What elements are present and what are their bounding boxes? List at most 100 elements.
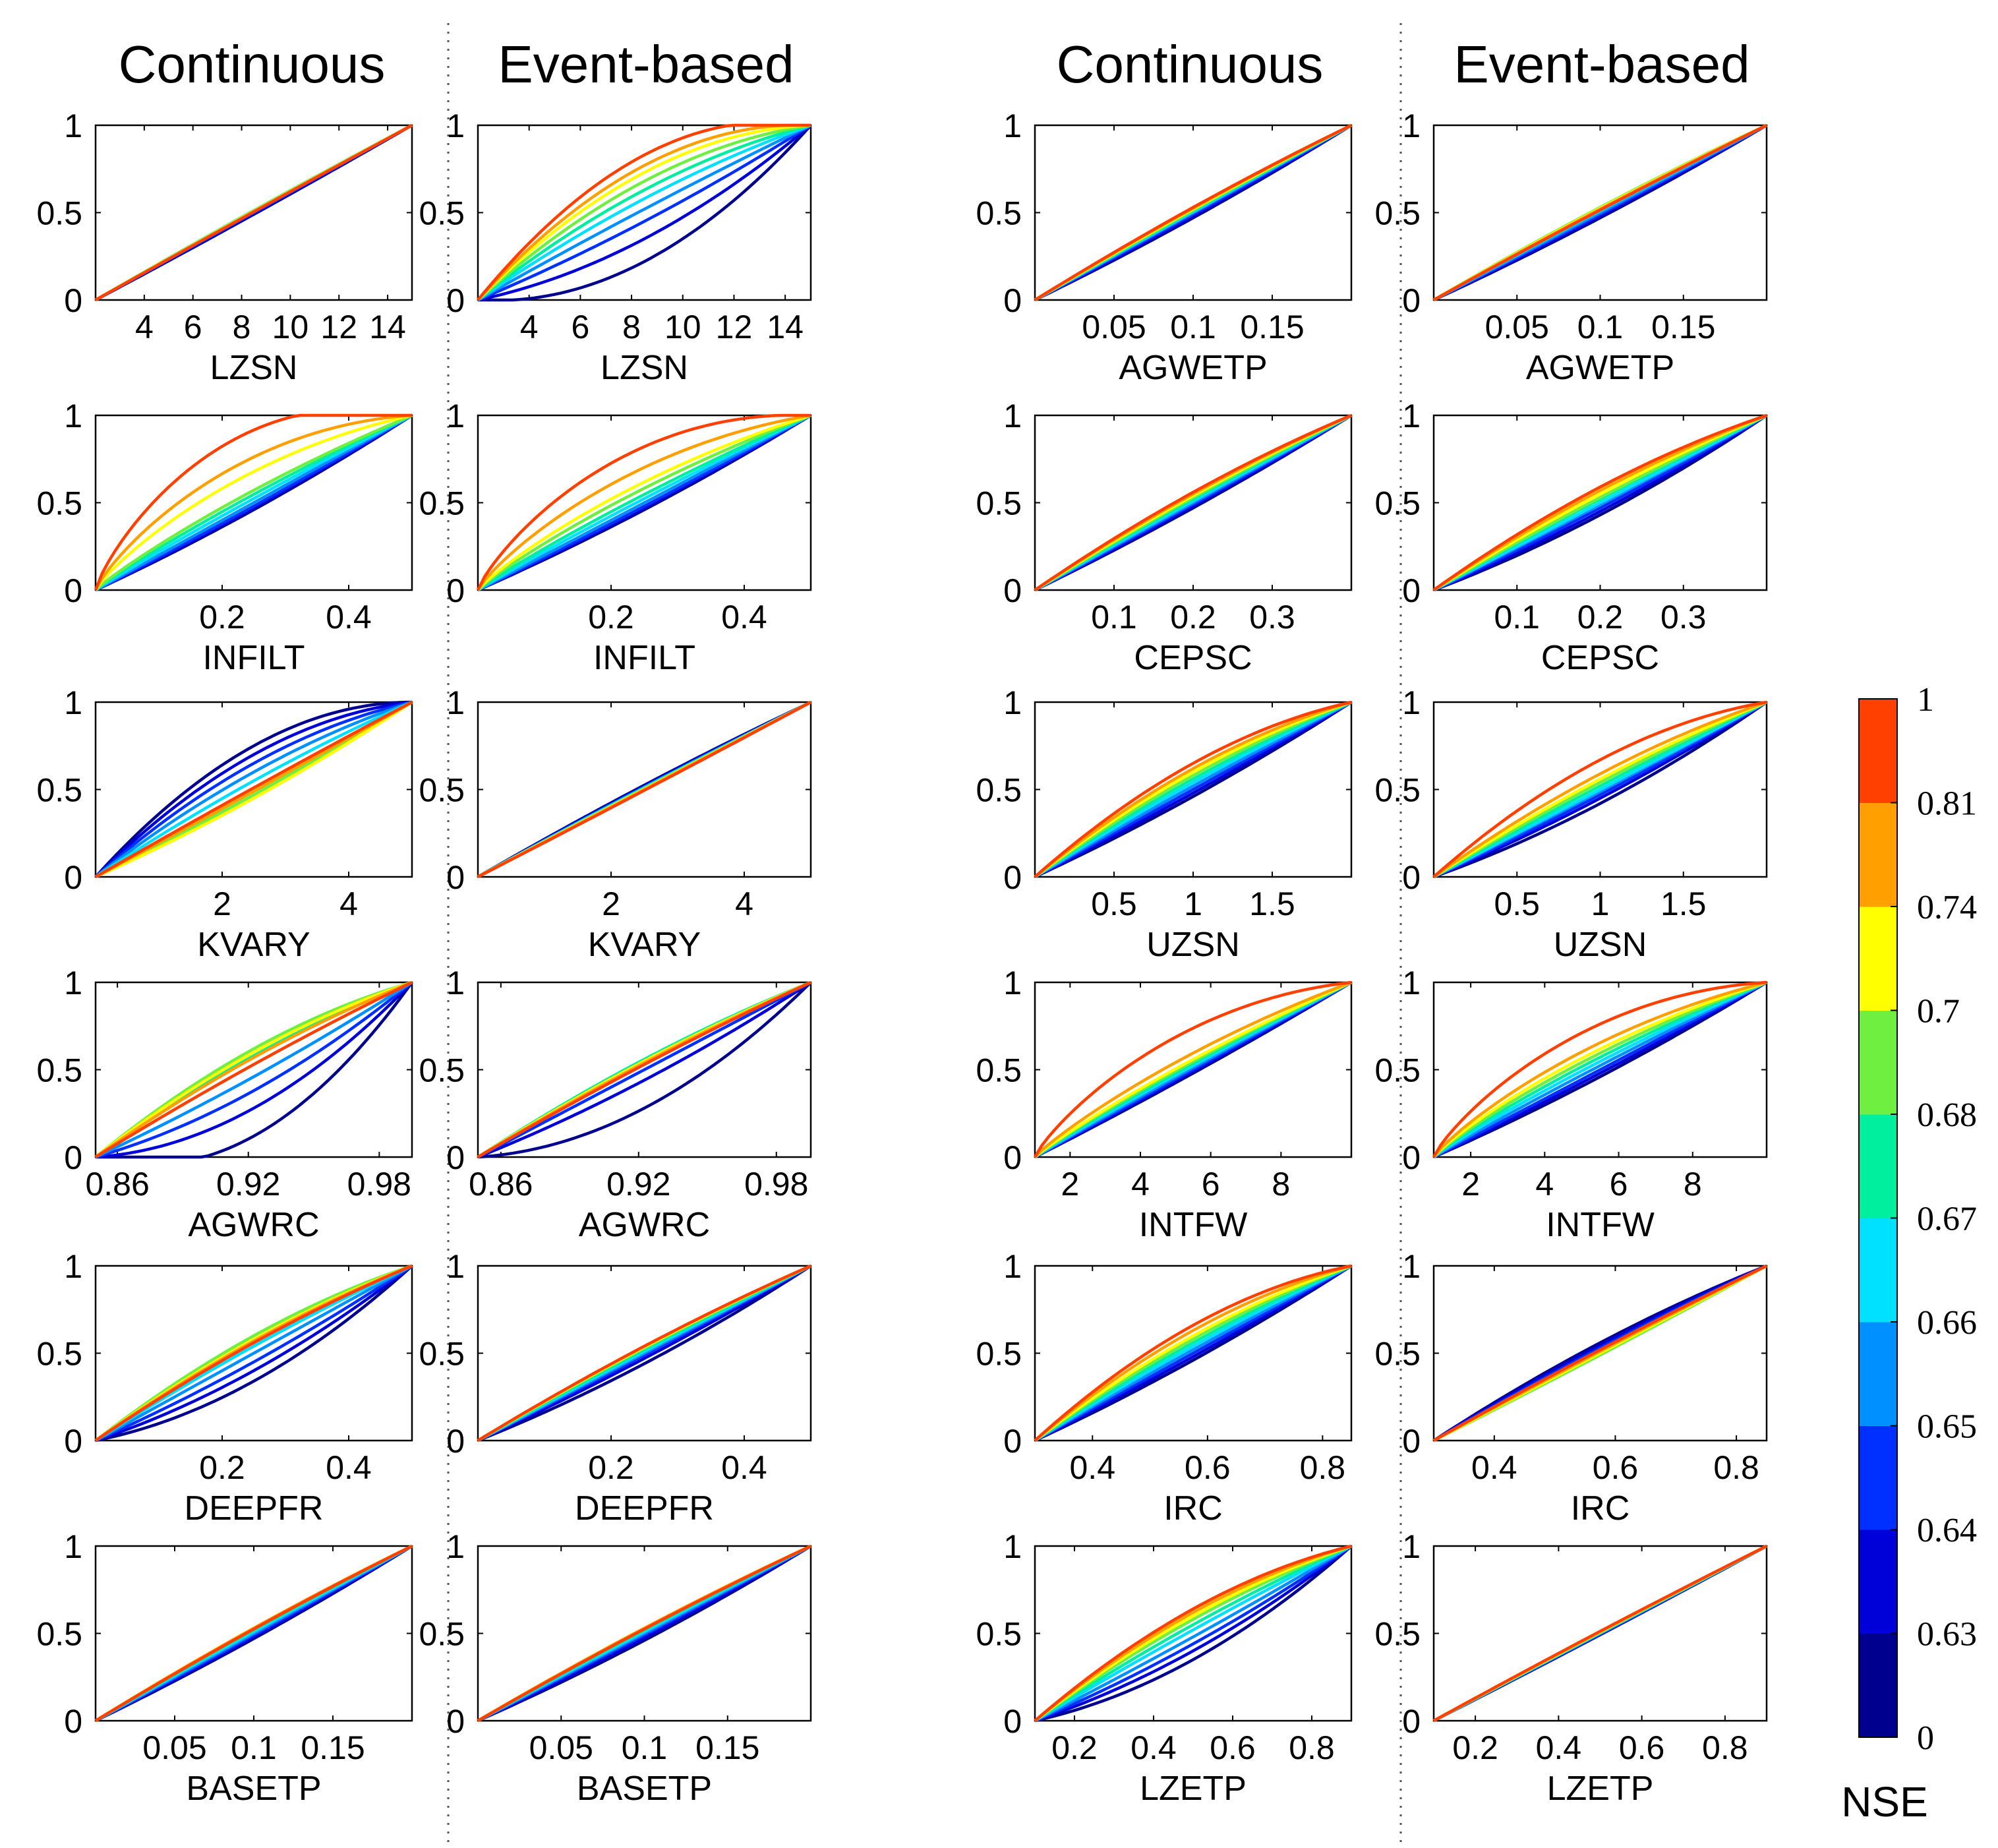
curve-group — [1432, 980, 1768, 1159]
y-tick-label: 1 — [64, 684, 82, 721]
x-axis-label: LZSN — [601, 349, 688, 387]
x-tick-label: 0.86 — [469, 1166, 533, 1203]
colorbar-tick-label: 0.67 — [1917, 1201, 1977, 1238]
x-tick-label: 0.2 — [199, 1449, 245, 1486]
cdf-curve-nse-0-81-1 — [94, 1264, 413, 1442]
x-tick-label: 6 — [1610, 1166, 1628, 1203]
cdf-curve-nse-0-67-0-68 — [94, 413, 413, 591]
curve-group — [94, 980, 413, 1159]
curve-group — [477, 1264, 812, 1443]
x-tick-label: 0.05 — [1485, 309, 1549, 345]
y-tick-label: 0.5 — [419, 1616, 465, 1653]
x-tick-label: 0.8 — [1713, 1449, 1759, 1486]
cdf-curve-nse-0-65-0-66 — [1034, 700, 1353, 878]
x-axis-label: INTFW — [1139, 1206, 1248, 1244]
x-tick-label: 1 — [1184, 885, 1202, 922]
y-tick-label: 0 — [1402, 282, 1421, 319]
cdf-curve-nse-0-64-0-65 — [1432, 981, 1768, 1158]
x-tick-label: 14 — [767, 309, 804, 345]
x-tick-label: 0.15 — [1240, 309, 1304, 345]
cdf-curve-nse-0-7-0-74 — [94, 980, 413, 1158]
x-tick-label: 0.6 — [1210, 1729, 1256, 1766]
y-tick-label: 1 — [1402, 1248, 1421, 1285]
x-tick-label: 0.98 — [744, 1166, 808, 1203]
curve-group — [477, 123, 812, 302]
y-tick-label: 0 — [1003, 572, 1022, 609]
y-tick-label: 0.5 — [36, 1336, 82, 1373]
cdf-curve-nse-0-81-1 — [1034, 980, 1352, 1158]
cdf-curve-nse-0-74-0-81 — [94, 980, 413, 1158]
y-tick-label: 1 — [1402, 684, 1421, 721]
x-tick-label: 0.2 — [1051, 1729, 1098, 1766]
x-tick-label: 0.92 — [216, 1166, 280, 1203]
x-tick-label: 0.5 — [1091, 885, 1137, 922]
x-tick-label: 0.2 — [1452, 1729, 1498, 1766]
panel-event-based-agwetp: 0 0.5 1 0.05 0.1 0.15 AGWETP — [1374, 107, 1768, 387]
cdf-curve-nse-0-0-63 — [1433, 701, 1768, 879]
nse-colorbar: 1 0.81 0.74 0.7 0.68 0.67 0.66 0.65 0.64 0.63 0 NSE — [1841, 681, 1977, 1826]
cdf-curve-nse-0-63-0-64 — [477, 1265, 812, 1443]
y-tick-label: 0.5 — [976, 772, 1022, 809]
y-tick-label: 1 — [1402, 107, 1421, 144]
x-tick-label: 0.6 — [1185, 1449, 1231, 1486]
x-tick-label: 0.15 — [301, 1729, 365, 1766]
cdf-curve-nse-0-74-0-81 — [1034, 1264, 1352, 1442]
y-tick-label: 0 — [446, 859, 465, 896]
cdf-curve-nse-0-68-0-7 — [94, 1264, 413, 1442]
panel-continuous-lzetp: 0 0.5 1 0.2 0.4 0.6 0.8 LZETP — [976, 1528, 1353, 1808]
curve-group — [1432, 700, 1768, 879]
panel-continuous-agwetp: 0 0.5 1 0.05 0.1 0.15 AGWETP — [976, 107, 1353, 387]
cdf-curve-nse-0-74-0-81 — [1034, 700, 1352, 878]
y-tick-label: 0.5 — [36, 485, 82, 522]
cdf-curve-nse-0-74-0-81 — [1432, 980, 1767, 1158]
colorbar-segment — [1859, 1633, 1897, 1738]
x-axis-label: UZSN — [1554, 926, 1647, 964]
cdf-curve-nse-0-64-0-65 — [95, 981, 413, 1159]
cdf-curve-nse-0-67-0-68 — [1432, 700, 1767, 878]
x-axis-label: IRC — [1571, 1489, 1630, 1528]
x-tick-label: 0.2 — [1577, 599, 1624, 636]
x-tick-label: 1.5 — [1249, 885, 1295, 922]
curve-group — [1034, 1264, 1353, 1443]
x-tick-label: 4 — [135, 309, 154, 345]
cdf-curve-nse-0-7-0-74 — [1034, 1544, 1352, 1722]
y-tick-label: 0.5 — [36, 1052, 82, 1089]
y-tick-label: 0 — [1402, 859, 1421, 896]
cdf-curve-nse-0-64-0-65 — [1433, 414, 1768, 592]
cdf-curve-nse-0-68-0-7 — [1034, 1544, 1352, 1722]
colorbar-tick-label: 0.63 — [1917, 1616, 1977, 1654]
cdf-curve-nse-0-67-0-68 — [1034, 1544, 1352, 1722]
colorbar-segment — [1859, 802, 1897, 907]
x-axis-label: CEPSC — [1134, 639, 1252, 677]
cdf-curve-nse-0-0-63 — [478, 124, 812, 302]
x-tick-label: 2 — [1461, 1166, 1480, 1203]
column-separators — [447, 23, 1402, 1843]
x-tick-label: 0.8 — [1702, 1729, 1748, 1766]
y-tick-label: 0 — [1402, 1139, 1421, 1176]
y-tick-label: 0.5 — [976, 485, 1022, 522]
cdf-curve-nse-0-81-1 — [94, 1544, 413, 1722]
x-tick-label: 4 — [1131, 1166, 1150, 1203]
x-tick-label: 8 — [622, 309, 641, 345]
curve-group — [1432, 413, 1768, 592]
y-tick-label: 1 — [1402, 398, 1421, 434]
axes-box — [1034, 1545, 1353, 1722]
curve-group — [1432, 1264, 1768, 1443]
cdf-curve-nse-0-66-0-67 — [477, 413, 811, 591]
cdf-curve-nse-0-0-63 — [95, 1265, 413, 1443]
cdf-curve-nse-0-63-0-64 — [95, 1265, 413, 1443]
cdf-curve-nse-0-81-1 — [1432, 1264, 1767, 1442]
x-tick-label: 8 — [233, 309, 251, 345]
y-tick-label: 0.5 — [976, 195, 1022, 232]
x-axis-label: KVARY — [588, 926, 701, 964]
cdf-curve-nse-0-81-1 — [1432, 1544, 1768, 1722]
y-tick-label: 0.5 — [976, 1616, 1022, 1653]
curve-group — [1034, 980, 1353, 1159]
x-tick-label: 0.1 — [622, 1729, 668, 1766]
x-tick-label: 0.8 — [1300, 1449, 1346, 1486]
cdf-curve-nse-0-81-1 — [94, 701, 413, 878]
x-axis-label: INFILT — [202, 639, 305, 677]
